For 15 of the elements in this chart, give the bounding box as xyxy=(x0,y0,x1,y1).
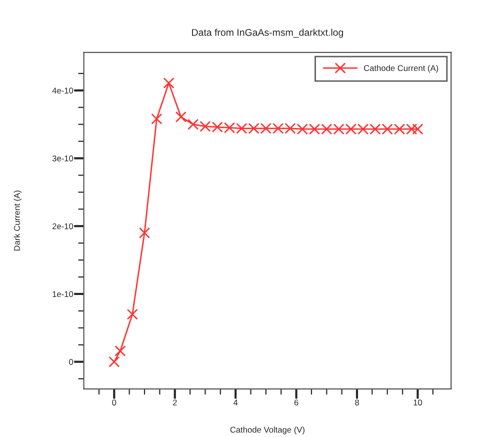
y-tick-label: 3e-10 xyxy=(52,155,74,162)
x-tick-label: 0 xyxy=(112,400,116,406)
y-axis-title: Dark Current (A) xyxy=(14,190,22,251)
y-tick-label: 0 xyxy=(69,358,74,365)
x-axis-title: Cathode Voltage (V) xyxy=(230,426,304,434)
y-tick-label: 1e-10 xyxy=(52,291,74,298)
chart-subtitle: Data from InGaAs-msm_darktxt.log xyxy=(192,28,344,38)
legend-label: Cathode Current (A) xyxy=(364,64,438,73)
x-tick-label: 6 xyxy=(294,400,298,406)
x-tick-label: 4 xyxy=(233,400,238,406)
y-tick-label: 2e-10 xyxy=(52,223,74,230)
x-tick-label: 2 xyxy=(172,400,177,406)
x-tick-label: 10 xyxy=(414,400,422,406)
x-tick-label: 8 xyxy=(355,400,359,406)
y-tick-label: 4e-10 xyxy=(52,88,74,94)
